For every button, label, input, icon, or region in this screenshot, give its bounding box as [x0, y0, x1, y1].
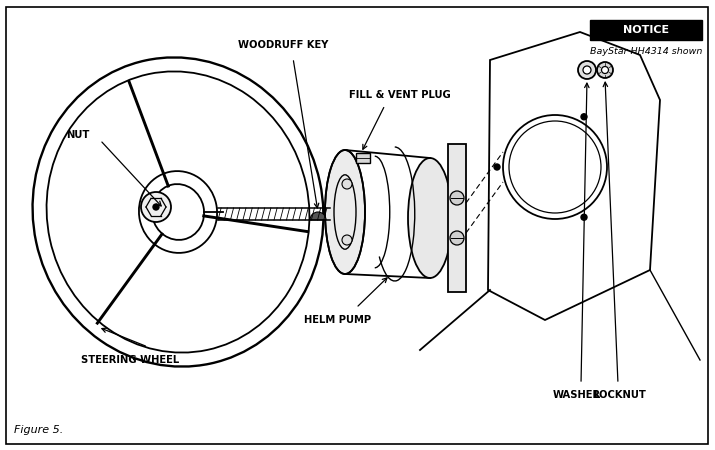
Circle shape	[581, 114, 587, 120]
Bar	[448, 144, 466, 292]
Circle shape	[450, 231, 464, 245]
Circle shape	[597, 62, 613, 78]
Circle shape	[450, 191, 464, 205]
Text: STEERING WHEEL: STEERING WHEEL	[81, 355, 179, 365]
Text: WASHER: WASHER	[553, 390, 601, 400]
Circle shape	[601, 67, 608, 73]
Circle shape	[581, 214, 587, 220]
Circle shape	[583, 66, 591, 74]
Text: NUT: NUT	[66, 130, 89, 140]
Circle shape	[503, 115, 607, 219]
Text: HELM PUMP: HELM PUMP	[305, 315, 372, 325]
Circle shape	[494, 164, 500, 170]
Text: BayStar HH4314 shown: BayStar HH4314 shown	[590, 46, 702, 55]
Wedge shape	[310, 212, 326, 220]
Bar	[590, 20, 702, 40]
Circle shape	[153, 204, 159, 210]
Circle shape	[342, 235, 352, 245]
Text: FILL & VENT PLUG: FILL & VENT PLUG	[349, 90, 451, 100]
Circle shape	[342, 179, 352, 189]
Text: WOODRUFF KEY: WOODRUFF KEY	[238, 40, 328, 50]
Ellipse shape	[325, 150, 365, 274]
Ellipse shape	[408, 158, 452, 278]
Bar	[356, 153, 370, 163]
Circle shape	[578, 61, 596, 79]
Text: NOTICE: NOTICE	[623, 25, 669, 35]
Circle shape	[141, 192, 171, 222]
Text: LOCKNUT: LOCKNUT	[593, 390, 646, 400]
Text: Figure 5.: Figure 5.	[14, 425, 63, 435]
